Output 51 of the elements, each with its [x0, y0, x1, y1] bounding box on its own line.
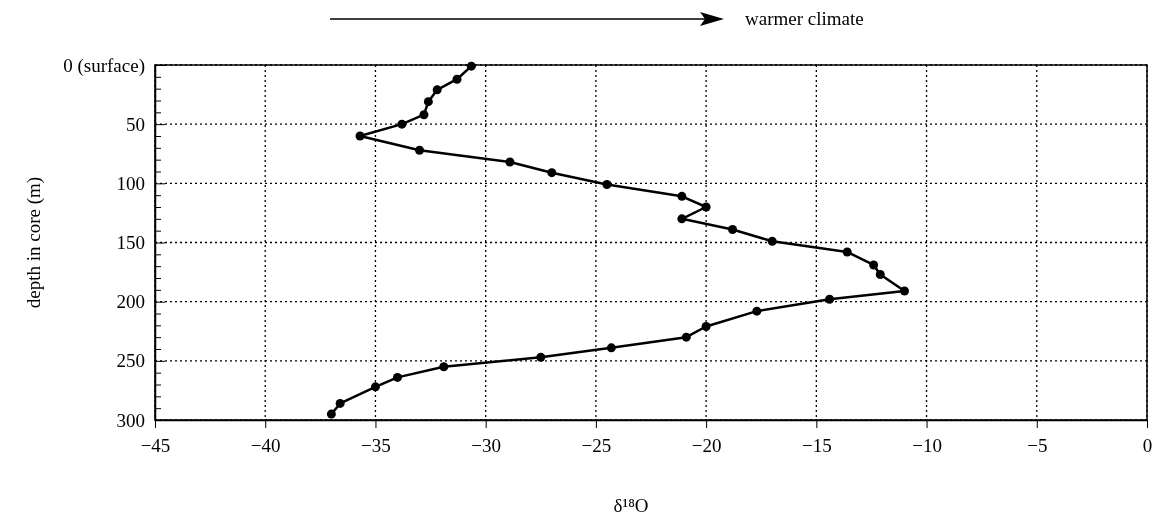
y-axis-title: depth in core (m): [23, 176, 45, 309]
point: [752, 306, 762, 316]
point: [452, 74, 462, 84]
x-tick-label: −30: [471, 434, 502, 456]
x-tick-label: −25: [581, 434, 612, 456]
point: [466, 61, 476, 71]
point: [767, 236, 777, 246]
x-tick-label: −20: [691, 434, 722, 456]
point: [326, 409, 336, 419]
point: [677, 191, 687, 201]
point: [677, 214, 687, 224]
x-tick-label: −10: [912, 434, 942, 456]
point: [423, 97, 433, 107]
y-tick-label: 100: [116, 172, 145, 194]
point: [701, 322, 711, 332]
point: [439, 362, 449, 372]
x-tick-label: −40: [250, 434, 281, 456]
y-tick-label: 0 (surface): [63, 54, 145, 77]
point: [842, 247, 852, 257]
point: [701, 202, 711, 212]
point: [536, 352, 546, 362]
point: [415, 145, 425, 155]
x-tick-label: −35: [361, 434, 391, 456]
y-tick-label: 300: [116, 409, 145, 431]
y-tick-label: 150: [116, 232, 145, 254]
x-tick-label: −15: [801, 434, 832, 456]
point: [728, 224, 738, 234]
y-tick-label: 50: [126, 113, 145, 135]
point: [602, 180, 612, 190]
point: [869, 260, 879, 270]
text: warmer climate: [745, 8, 864, 29]
x-tick-label: 0: [1142, 434, 1153, 456]
x-axis-title: δ¹⁸O: [613, 495, 649, 516]
point: [547, 168, 557, 178]
point: [681, 332, 691, 342]
point: [370, 382, 380, 392]
point: [355, 131, 365, 141]
point: [335, 398, 345, 408]
y-tick-label: 200: [116, 291, 145, 313]
point: [432, 85, 442, 95]
point: [606, 343, 616, 353]
point: [900, 286, 910, 296]
x-tick-label: −45: [140, 434, 171, 456]
y-tick-label: 250: [116, 350, 145, 372]
point: [825, 294, 835, 304]
x-tick-label: −5: [1027, 434, 1048, 456]
point: [392, 372, 402, 382]
point: [397, 119, 407, 129]
point: [419, 110, 429, 120]
point: [505, 157, 515, 167]
point: [875, 269, 885, 279]
